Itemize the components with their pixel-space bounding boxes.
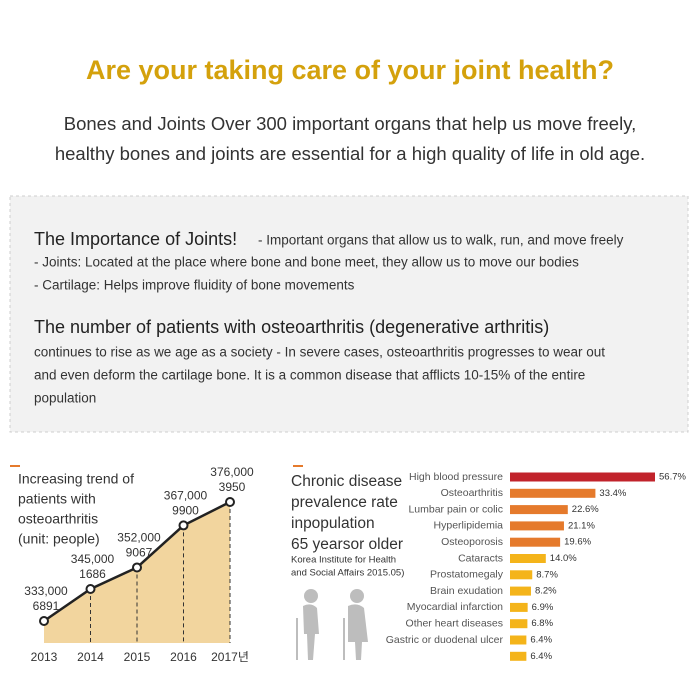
category-label: Prostatomegaly xyxy=(430,569,504,581)
section-heading: The number of patients with osteoarthrit… xyxy=(34,317,549,337)
section-line: - Cartilage: Helps improve fluidity of b… xyxy=(34,278,355,293)
value-label: 3950 xyxy=(219,480,246,494)
bar xyxy=(510,570,533,580)
bar xyxy=(510,505,568,515)
chart-title: inpopulation xyxy=(291,515,375,532)
category-label: Hyperlipidemia xyxy=(434,520,504,532)
elderly-icon xyxy=(296,589,368,660)
bar xyxy=(510,602,528,612)
chart-title: patients with xyxy=(18,491,96,507)
value-label: 8.2% xyxy=(535,586,557,597)
point xyxy=(39,616,49,626)
bar xyxy=(510,488,596,498)
area xyxy=(44,502,230,643)
category-label: Other heart diseases xyxy=(406,617,503,629)
value-label: 367,000 xyxy=(164,489,208,503)
value-label: 1686 xyxy=(79,567,106,581)
x-tick-label: 2016 xyxy=(170,650,197,664)
page-title: Are your taking care of your joint healt… xyxy=(86,55,614,85)
category-label: Gastric or duodenal ulcer xyxy=(386,634,504,646)
bar xyxy=(510,537,561,547)
value-label: 352,000 xyxy=(117,531,161,545)
value-label: 19.6% xyxy=(564,537,591,548)
value-label: 6.9% xyxy=(532,602,554,613)
bar xyxy=(510,651,527,661)
section-line: continues to rise as we age as a society… xyxy=(34,345,605,360)
info-box xyxy=(9,195,689,433)
chart-title: (unit: people) xyxy=(18,531,100,547)
chart-title: Chronic disease xyxy=(291,473,402,490)
category-label: Osteoarthritis xyxy=(441,487,503,499)
bar xyxy=(510,619,528,629)
chart-title: Increasing trend of xyxy=(18,471,134,487)
value-label: 6.8% xyxy=(531,618,553,629)
value-label: 21.1% xyxy=(568,520,595,531)
subtitle: healthy bones and joints are essential f… xyxy=(55,143,645,164)
subtitle: Bones and Joints Over 300 important orga… xyxy=(64,113,636,134)
value-label: 9067 xyxy=(126,546,153,560)
value-label: 33.4% xyxy=(599,488,626,499)
section-line: - Joints: Located at the place where bon… xyxy=(34,255,579,270)
section-line: and even deform the cartilage bone. It i… xyxy=(34,368,585,383)
accent xyxy=(293,465,303,467)
chart-title: prevalence rate xyxy=(291,494,398,511)
point xyxy=(178,520,189,531)
category-label: High blood pressure xyxy=(409,471,503,483)
x-tick-label: 2014 xyxy=(77,650,104,664)
bar xyxy=(510,554,546,563)
value-label: 6.4% xyxy=(530,651,552,662)
point xyxy=(85,584,96,595)
section-line: population xyxy=(34,391,96,406)
category-label: Lumbar pain or colic xyxy=(408,503,503,515)
point xyxy=(225,497,235,507)
point xyxy=(132,562,142,573)
category-label: Brain exudation xyxy=(430,585,503,597)
value-label: 376,000 xyxy=(210,465,254,479)
x-tick-label: 2013 xyxy=(31,650,58,664)
section-lead: - Important organs that allow us to walk… xyxy=(258,233,624,248)
category-label: Osteoporosis xyxy=(441,536,503,548)
bar xyxy=(510,635,527,645)
x-tick-label: 2015 xyxy=(124,650,151,664)
value-label: 14.0% xyxy=(550,553,577,564)
chart-title: 65 yearsor older xyxy=(291,536,403,553)
value-label: 8.7% xyxy=(536,569,558,580)
bar xyxy=(510,472,655,482)
value-label: 22.6% xyxy=(572,504,599,515)
value-label: 9900 xyxy=(172,504,199,518)
category-label: Myocardial infarction xyxy=(407,601,503,613)
chart-source: and Social Affairs 2015.05) xyxy=(291,568,404,579)
category-label: Cataracts xyxy=(458,552,503,564)
value-label: 56.7% xyxy=(659,472,686,483)
accent xyxy=(10,465,20,467)
value-label: 6.4% xyxy=(530,635,552,646)
section-heading: The Importance of Joints! xyxy=(34,229,237,249)
bar xyxy=(510,521,564,531)
bar xyxy=(510,586,531,596)
chart-source: Korea Institute for Health xyxy=(291,555,396,566)
value-label: 6891 xyxy=(33,599,60,613)
x-tick-label: 2017년 xyxy=(211,650,249,664)
chart-title: osteoarthritis xyxy=(18,511,98,527)
value-label: 333,000 xyxy=(24,584,68,598)
value-label: 345,000 xyxy=(71,552,115,566)
